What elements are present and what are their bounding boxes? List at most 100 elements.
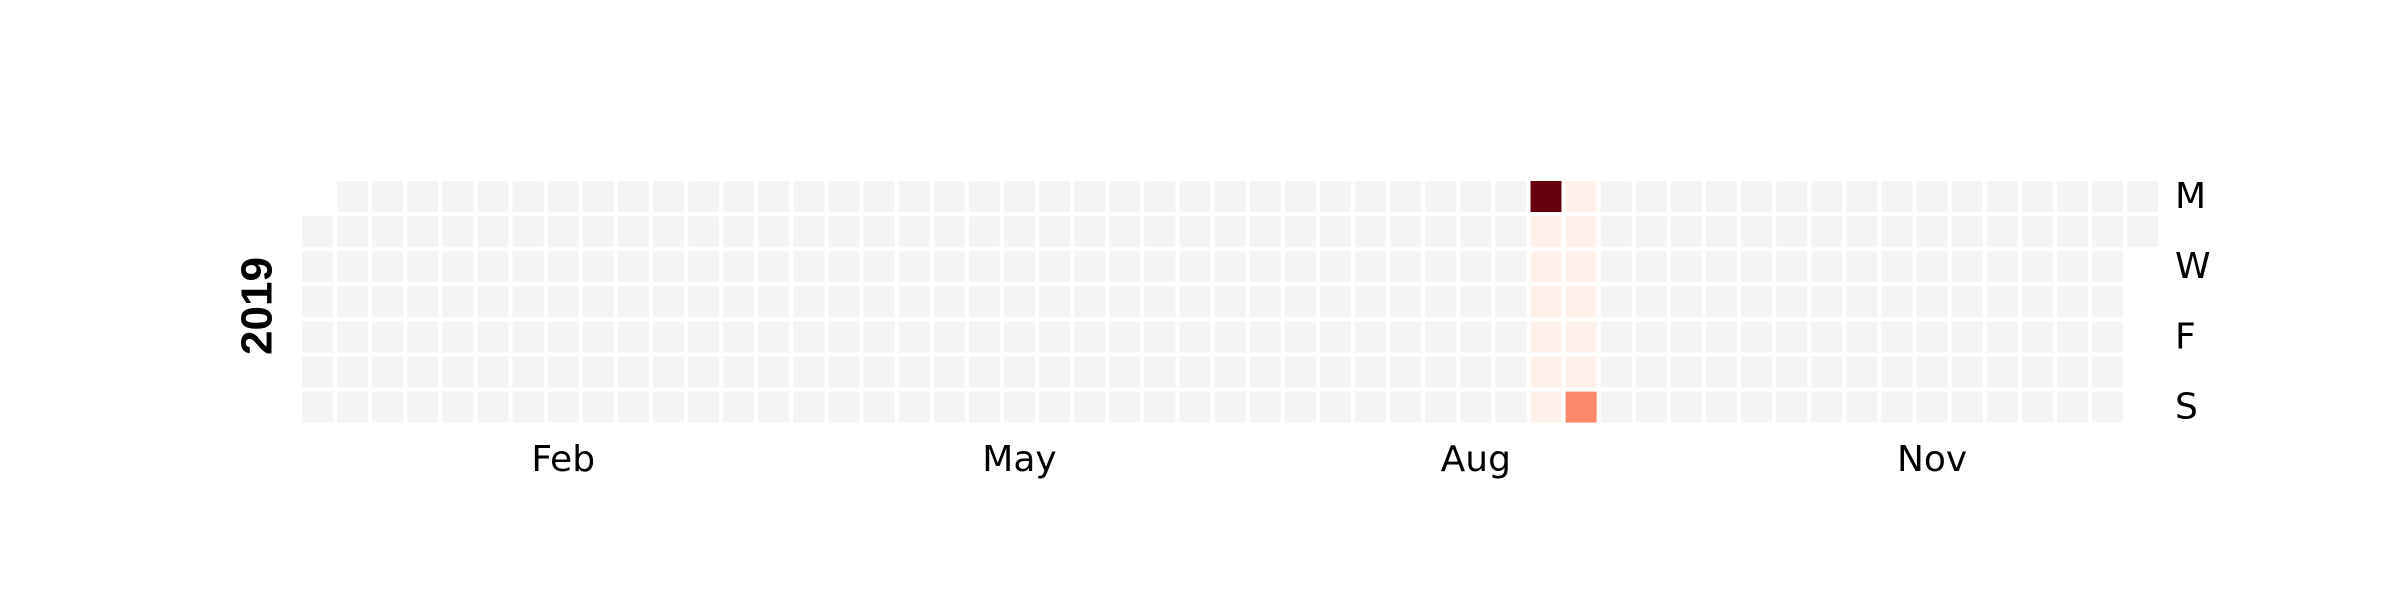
heatmap-cell xyxy=(407,356,439,388)
heatmap-cell xyxy=(372,216,404,248)
heatmap-cell xyxy=(477,286,509,318)
heatmap-cell xyxy=(1881,391,1913,423)
heatmap-cell xyxy=(582,321,614,353)
heatmap-cell xyxy=(1179,216,1211,248)
heatmap-cell xyxy=(1425,216,1457,248)
heatmap-cell xyxy=(1284,216,1316,248)
heatmap-cell xyxy=(1284,181,1316,212)
heatmap-cell xyxy=(898,356,930,388)
heatmap-cell xyxy=(828,181,860,212)
heatmap-cell xyxy=(933,321,965,353)
heatmap-cell xyxy=(1916,391,1948,423)
heatmap-cell xyxy=(1565,321,1597,353)
heatmap-cell xyxy=(547,321,579,353)
heatmap-cell xyxy=(1004,391,1035,423)
heatmap-cell xyxy=(1530,321,1562,353)
heatmap-cell xyxy=(898,216,930,248)
heatmap-cell xyxy=(1846,321,1878,353)
heatmap-cell xyxy=(1530,356,1562,388)
heatmap-cell xyxy=(442,181,474,212)
heatmap-cell xyxy=(1916,356,1948,388)
heatmap-cell xyxy=(1249,181,1281,212)
heatmap-cell xyxy=(1916,216,1948,248)
heatmap-cell xyxy=(442,321,474,353)
heatmap-cell xyxy=(547,391,579,423)
heatmap-cell xyxy=(1144,251,1176,283)
heatmap-cell xyxy=(2057,321,2088,353)
heatmap-cell xyxy=(337,181,369,212)
heatmap-cell xyxy=(1284,321,1316,353)
heatmap-cell xyxy=(1530,216,1562,248)
heatmap-cell xyxy=(1179,251,1211,283)
heatmap-cell xyxy=(758,391,790,423)
heatmap-cell xyxy=(898,251,930,283)
heatmap-cell xyxy=(442,216,474,248)
heatmap-cell xyxy=(1214,321,1246,353)
heatmap-cell xyxy=(1144,391,1176,423)
heatmap-cell xyxy=(863,391,895,423)
heatmap-cell xyxy=(933,181,965,212)
heatmap-cell xyxy=(688,356,720,388)
heatmap-cell xyxy=(898,286,930,318)
heatmap-cell xyxy=(1390,251,1422,283)
heatmap-cell xyxy=(1776,216,1808,248)
heatmap-cell xyxy=(933,391,965,423)
heatmap-cell xyxy=(1670,391,1702,423)
heatmap-cell xyxy=(1916,181,1948,212)
heatmap-cell xyxy=(1144,286,1176,318)
heatmap-cell xyxy=(617,286,649,318)
heatmap-cell xyxy=(1776,286,1808,318)
heatmap-cell xyxy=(1249,356,1281,388)
heatmap-cell xyxy=(1390,216,1422,248)
heatmap-cell xyxy=(688,391,720,423)
weekday-tick-label: F xyxy=(2175,316,2196,357)
heatmap-cell xyxy=(2021,321,2053,353)
heatmap-cell xyxy=(372,321,404,353)
heatmap-cell xyxy=(477,391,509,423)
heatmap-cell xyxy=(477,251,509,283)
heatmap-cell xyxy=(617,251,649,283)
heatmap-cell xyxy=(1951,391,1983,423)
heatmap-cell xyxy=(1565,286,1597,318)
heatmap-cell xyxy=(1004,286,1035,318)
heatmap-cell xyxy=(1284,391,1316,423)
heatmap-cell xyxy=(2092,356,2124,388)
heatmap-cell xyxy=(512,286,544,318)
heatmap-cell xyxy=(1951,251,1983,283)
heatmap-cell xyxy=(1109,286,1141,318)
heatmap-cell xyxy=(1495,251,1527,283)
heatmap-cell xyxy=(968,356,1000,388)
heatmap-cell xyxy=(653,356,684,388)
heatmap-cell xyxy=(828,251,860,283)
heatmap-cell xyxy=(828,286,860,318)
heatmap-cell xyxy=(968,181,1000,212)
heatmap-cell xyxy=(512,181,544,212)
heatmap-cell xyxy=(1600,181,1632,212)
heatmap-cell xyxy=(1670,216,1702,248)
heatmap-cell xyxy=(933,251,965,283)
heatmap-cell xyxy=(793,216,825,248)
heatmap-cell xyxy=(1706,251,1737,283)
heatmap-cell xyxy=(1425,286,1457,318)
heatmap-cell xyxy=(968,251,1000,283)
heatmap-cell xyxy=(1179,391,1211,423)
heatmap-cell xyxy=(863,181,895,212)
heatmap-cell xyxy=(372,251,404,283)
heatmap-cell xyxy=(688,216,720,248)
heatmap-cell xyxy=(1635,251,1667,283)
heatmap-cell xyxy=(2057,181,2088,212)
heatmap-cell xyxy=(1811,391,1843,423)
heatmap-cell xyxy=(1109,251,1141,283)
heatmap-cell xyxy=(1846,286,1878,318)
heatmap-cell xyxy=(688,286,720,318)
heatmap-cell xyxy=(2021,216,2053,248)
heatmap-cell xyxy=(898,181,930,212)
heatmap-cell xyxy=(1390,391,1422,423)
heatmap-cell xyxy=(863,286,895,318)
heatmap-cell xyxy=(1179,356,1211,388)
heatmap-cell xyxy=(723,356,755,388)
heatmap-cell xyxy=(793,356,825,388)
heatmap-cell xyxy=(1670,181,1702,212)
heatmap-cell xyxy=(1460,251,1492,283)
heatmap-cell xyxy=(1039,321,1071,353)
